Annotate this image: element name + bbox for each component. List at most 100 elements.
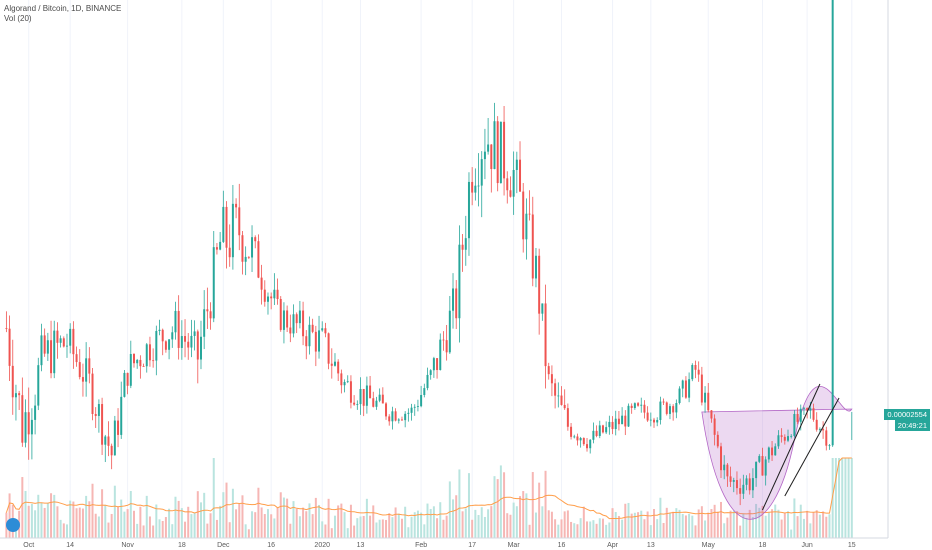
candle-body: [161, 329, 164, 342]
candle-body: [598, 425, 601, 436]
candle-body: [21, 395, 24, 443]
volume-bar: [65, 524, 68, 538]
volume-bar: [547, 510, 550, 538]
volume-bar: [637, 512, 640, 538]
candle-body: [292, 314, 295, 334]
volume-bar: [91, 483, 94, 538]
volume-bar: [675, 508, 678, 538]
volume-bar: [416, 510, 419, 538]
candle-body: [783, 436, 786, 441]
candle-body: [400, 419, 403, 421]
volume-ma-line: [5, 457, 852, 520]
candle-body: [142, 366, 145, 367]
volume-bar: [247, 529, 250, 538]
volume-bar: [739, 525, 742, 538]
candle-body: [241, 235, 244, 262]
candle-body: [608, 421, 611, 428]
candle-body: [793, 413, 796, 436]
volume-bar: [735, 511, 738, 538]
candle-body: [818, 429, 821, 430]
volume-bar: [423, 524, 426, 538]
candle-body: [333, 361, 336, 366]
volume-bar: [289, 523, 292, 538]
candle-body: [69, 328, 72, 346]
candle-body: [557, 395, 560, 397]
candle-body: [247, 256, 250, 258]
volume-bar: [353, 525, 356, 538]
x-tick-label: Nov: [121, 542, 134, 549]
candle-body: [684, 380, 687, 398]
volume-bar: [81, 508, 84, 538]
volume-bar: [653, 508, 656, 538]
chart-legend: Algorand / Bitcoin, 1D, BINANCE Vol (20): [4, 4, 121, 24]
candle-body: [442, 339, 445, 341]
candle-body: [276, 289, 279, 300]
volume-bar: [356, 518, 359, 538]
volume-bar: [672, 511, 675, 538]
candle-body: [436, 358, 439, 370]
candle-body: [822, 429, 825, 431]
candle-body: [637, 403, 640, 406]
candle-body: [110, 445, 113, 456]
volume-bar: [783, 513, 786, 538]
volume-bar: [330, 528, 333, 538]
volume-bar: [397, 513, 400, 538]
candle-body: [365, 385, 368, 406]
volume-bar: [608, 522, 611, 538]
candle-body: [659, 401, 662, 420]
volume-bar: [579, 518, 582, 538]
candle-body: [113, 420, 116, 456]
volume-bar: [346, 528, 349, 538]
candle-body: [289, 327, 292, 334]
candle-body: [490, 144, 493, 170]
candle-body: [700, 374, 703, 403]
volume-bar: [688, 513, 691, 538]
candle-body: [477, 185, 480, 187]
volume-bar: [621, 519, 624, 538]
candle-body: [697, 369, 700, 375]
candle-body: [586, 444, 589, 449]
volume-bar: [254, 512, 257, 538]
volume-bar: [432, 506, 435, 538]
candle-body: [573, 436, 576, 438]
x-tick-label: 13: [357, 542, 365, 549]
x-tick-label: 16: [267, 542, 275, 549]
volume-bar: [605, 524, 608, 538]
candle-body: [311, 324, 314, 332]
candle-body: [27, 412, 30, 435]
volume-bar: [298, 516, 301, 538]
candle-body: [458, 244, 461, 319]
volume-bar: [391, 517, 394, 538]
candle-body: [266, 296, 269, 302]
candle-body: [614, 418, 617, 430]
candle-body: [372, 398, 375, 407]
candle-body: [432, 358, 435, 371]
x-tick-label: Apr: [607, 542, 619, 549]
candle-body: [522, 191, 525, 240]
candle-body: [413, 406, 416, 408]
volume-bar: [139, 506, 142, 538]
x-tick-label: 13: [647, 542, 655, 549]
candle-body: [710, 410, 713, 419]
volume-bar: [62, 523, 65, 538]
candle-body: [675, 403, 678, 413]
volume-bar: [767, 511, 770, 538]
volume-bar: [241, 495, 244, 538]
volume-bar: [321, 521, 324, 538]
candle-body: [668, 406, 671, 414]
volume-bar: [627, 502, 630, 538]
candle-body: [75, 354, 78, 363]
candle-body: [665, 402, 668, 414]
volume-bar: [295, 508, 298, 538]
volume-bar: [132, 510, 135, 538]
bar-countdown-tag: 20:49:21: [894, 420, 930, 431]
candle-body: [515, 159, 518, 170]
candle-body: [225, 206, 228, 248]
volume-bar: [184, 521, 187, 538]
volume-bar: [480, 507, 483, 538]
candle-body: [509, 190, 512, 197]
candle-body: [101, 404, 104, 445]
volume-bar: [104, 504, 107, 538]
